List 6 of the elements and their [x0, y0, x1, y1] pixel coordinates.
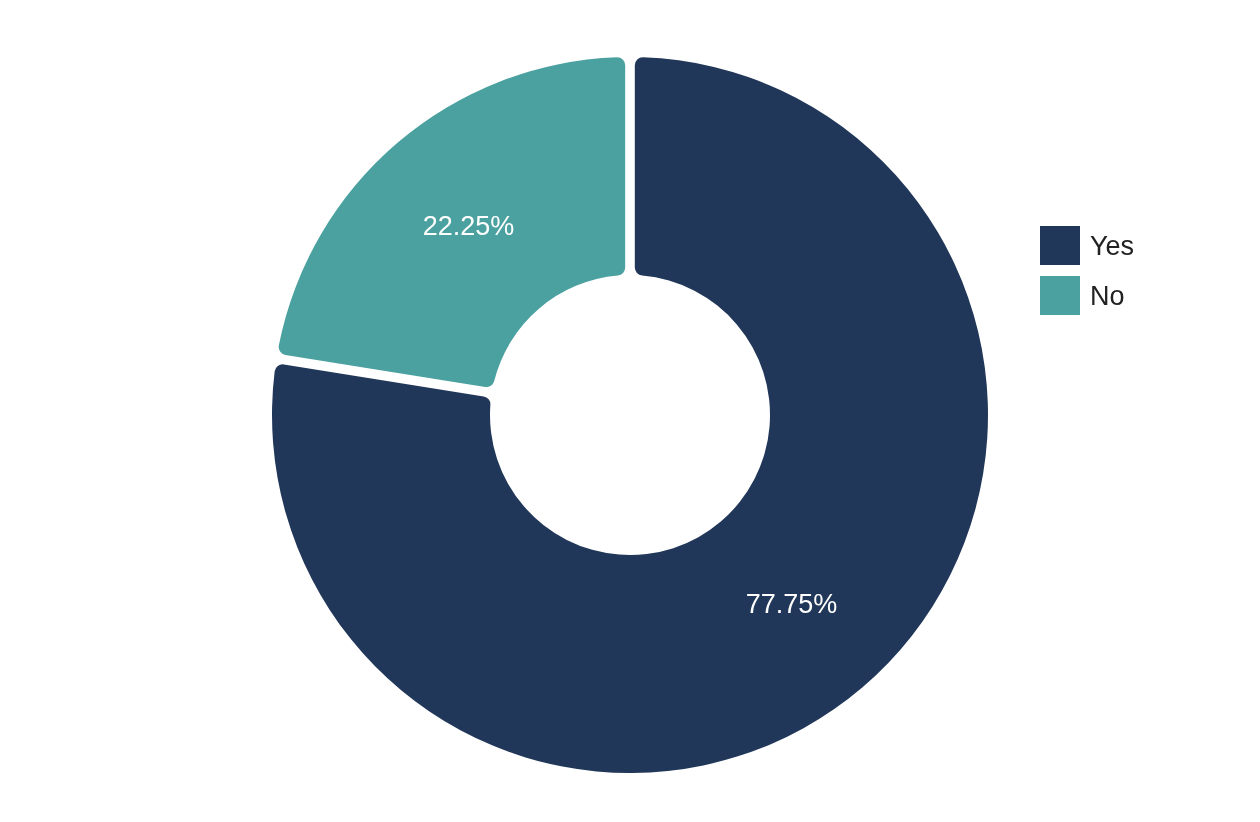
donut-slice: [272, 57, 988, 773]
legend-label: No: [1090, 281, 1125, 311]
data-label: 77.75%: [745, 589, 838, 620]
legend-label: Yes: [1090, 231, 1135, 261]
data-label: 22.25%: [422, 210, 515, 241]
donut-slice: [278, 57, 626, 388]
